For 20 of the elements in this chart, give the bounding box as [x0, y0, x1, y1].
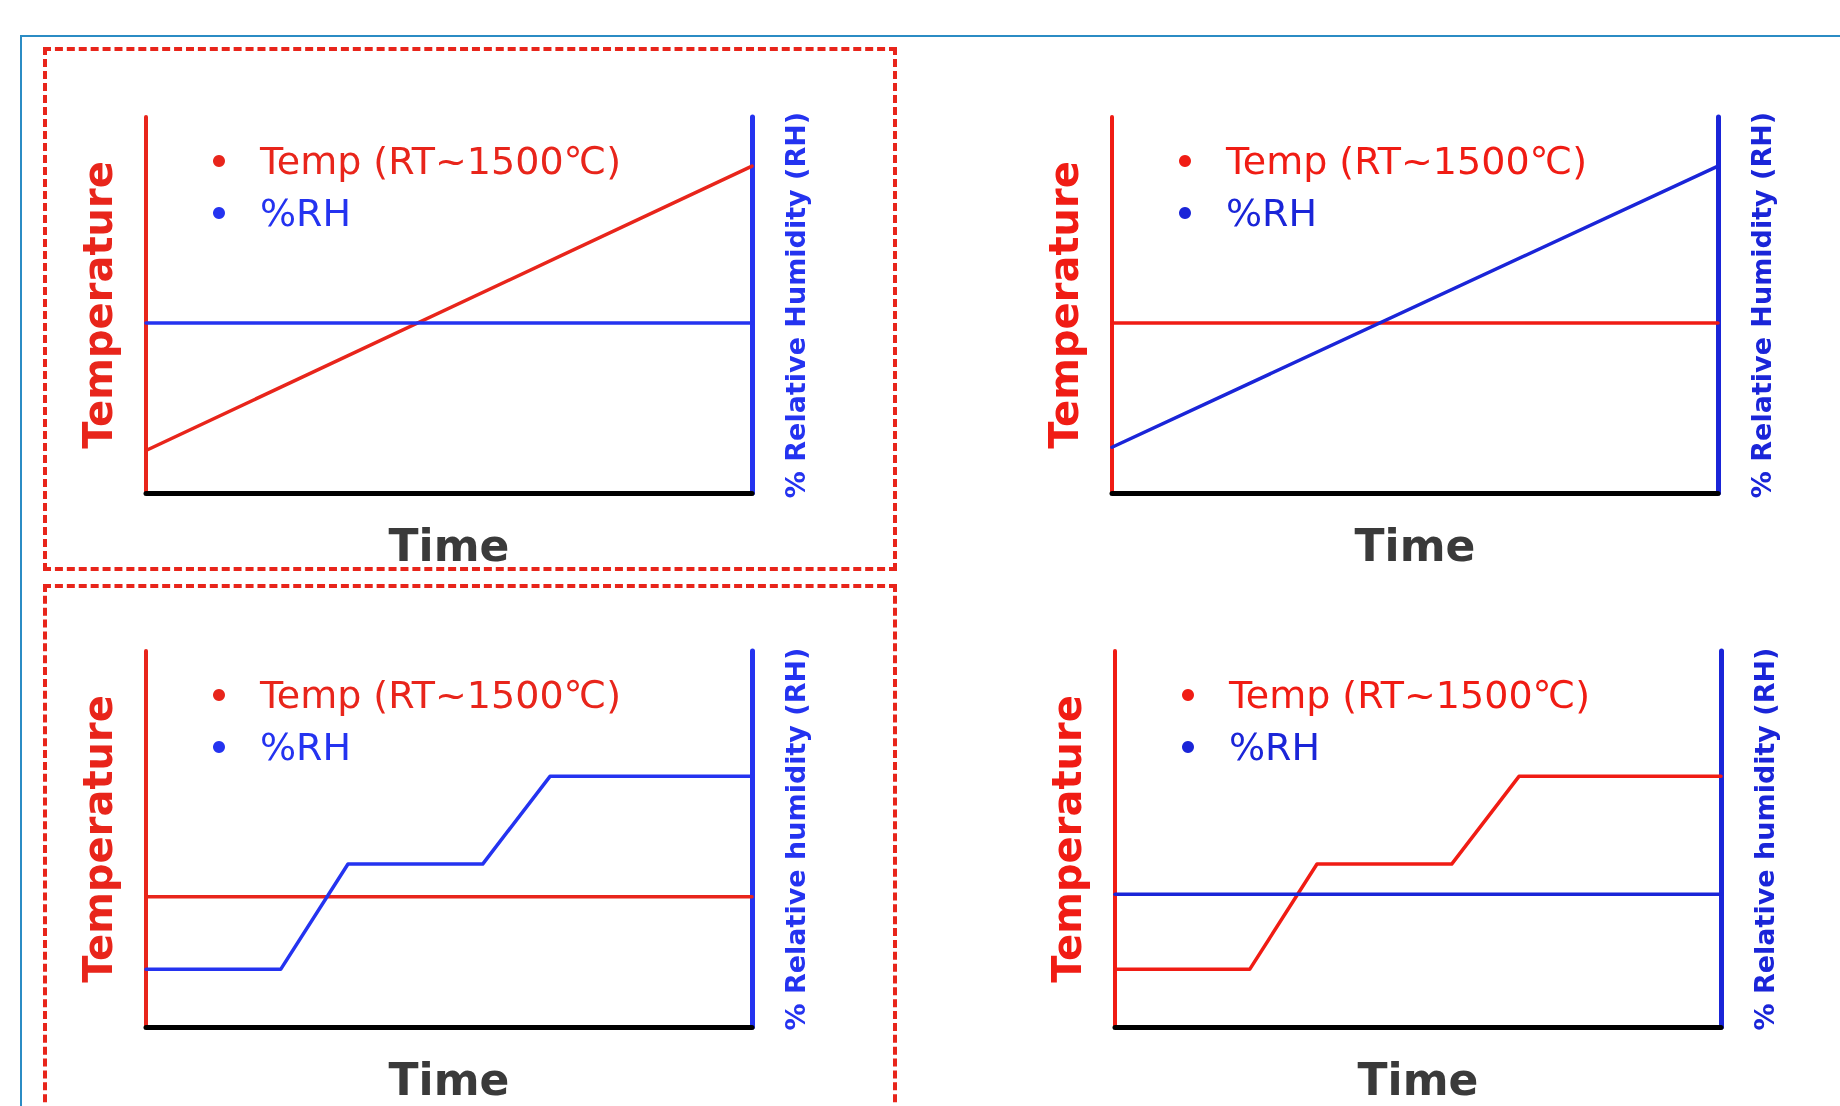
- x-axis-title: Time: [1354, 519, 1476, 571]
- legend-label: Temp (RT~1500℃): [259, 673, 622, 717]
- x-axis-title: Time: [388, 519, 510, 571]
- legend-label: %RH: [1229, 725, 1321, 769]
- legend-label: %RH: [260, 725, 352, 769]
- x-axis-title: Time: [388, 1053, 510, 1105]
- legend-label: Temp (RT~1500℃): [1228, 673, 1591, 717]
- y2-axis-title: % Relative humidity (RH): [1749, 647, 1780, 1031]
- y2-axis-title: % Relative Humidity (RH): [1746, 111, 1777, 499]
- legend-label: %RH: [260, 191, 352, 235]
- y2-axis-title: % Relative Humidity (RH): [780, 111, 811, 499]
- y-axis-title: Temperature: [75, 695, 121, 983]
- y2-axis-title: % Relative humidity (RH): [780, 647, 811, 1031]
- legend-label: Temp (RT~1500℃): [1225, 139, 1588, 183]
- legend-label: %RH: [1226, 191, 1318, 235]
- y-axis-title: Temperature: [75, 161, 121, 449]
- x-axis-title: Time: [1357, 1053, 1479, 1105]
- legend-label: Temp (RT~1500℃): [259, 139, 622, 183]
- y-axis-title: Temperature: [1041, 161, 1087, 449]
- y-axis-title: Temperature: [1044, 695, 1090, 983]
